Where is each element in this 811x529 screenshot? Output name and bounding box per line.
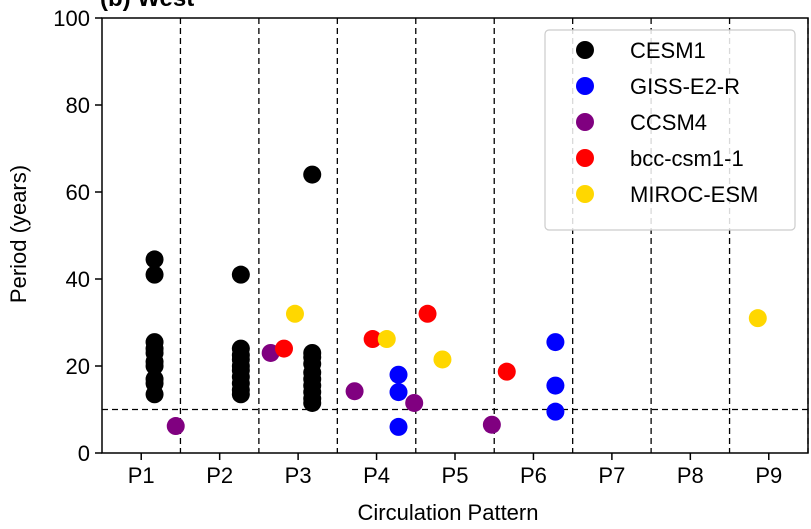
point-cesm1 <box>231 265 250 284</box>
point-giss-e2-r <box>389 417 408 436</box>
point-cesm1 <box>145 250 164 269</box>
point-bcc-csm1-1 <box>274 339 293 358</box>
y-tick-label: 0 <box>78 441 90 466</box>
x-tick-label: P1 <box>128 463 155 488</box>
point-cesm1 <box>303 343 322 362</box>
point-miroc-esm <box>285 304 304 323</box>
axes-frame <box>101 17 809 454</box>
x-tick-label: P8 <box>677 463 704 488</box>
legend-label-miroc-esm: MIROC-ESM <box>630 182 758 207</box>
point-miroc-esm <box>748 309 767 328</box>
y-tick-label: 80 <box>66 93 90 118</box>
point-giss-e2-r <box>389 365 408 384</box>
y-tick-label: 40 <box>66 267 90 292</box>
legend-label-cesm1: CESM1 <box>630 38 706 63</box>
point-giss-e2-r <box>546 333 565 352</box>
point-giss-e2-r <box>389 383 408 402</box>
x-tick-label: P6 <box>520 463 547 488</box>
point-cesm1 <box>303 165 322 184</box>
legend-marker-cesm1 <box>576 41 594 59</box>
point-miroc-esm <box>377 330 396 349</box>
point-giss-e2-r <box>546 402 565 421</box>
y-tick-label: 60 <box>66 180 90 205</box>
x-tick-label: P9 <box>755 463 782 488</box>
point-cesm1 <box>145 370 164 389</box>
point-miroc-esm <box>433 350 452 369</box>
legend-marker-ccsm4 <box>576 113 594 131</box>
legend-label-bcc-csm1-1: bcc-csm1-1 <box>630 146 744 171</box>
legend-marker-bcc-csm1-1 <box>576 149 594 167</box>
point-ccsm4 <box>345 382 364 401</box>
y-axis-label: Period (years) <box>6 165 31 303</box>
y-tick-label: 20 <box>66 354 90 379</box>
x-tick-label: P4 <box>363 463 390 488</box>
point-bcc-csm1-1 <box>363 330 382 349</box>
x-tick-label: P3 <box>285 463 312 488</box>
x-axis-label: Circulation Pattern <box>358 500 539 525</box>
point-cesm1 <box>231 339 250 358</box>
legend-marker-giss-e2-r <box>576 77 594 95</box>
point-cesm1 <box>145 265 164 284</box>
point-cesm1 <box>145 333 164 352</box>
legend-box <box>544 29 796 231</box>
legend-label-giss-e2-r: GISS-E2-R <box>630 74 740 99</box>
x-tick-label: P5 <box>442 463 469 488</box>
point-ccsm4 <box>405 393 424 412</box>
point-bcc-csm1-1 <box>418 304 437 323</box>
legend-label-ccsm4: CCSM4 <box>630 110 707 135</box>
point-giss-e2-r <box>546 376 565 395</box>
point-bcc-csm1-1 <box>497 362 516 381</box>
x-tick-label: P2 <box>206 463 233 488</box>
legend-marker-miroc-esm <box>576 185 594 203</box>
point-ccsm4 <box>482 415 501 434</box>
plot-area: 0 20 40 60 80 100 P1 P2 P3 P4 P5 P6 P7 P8 P9 CESM1 GISS-… <box>53 6 809 488</box>
point-ccsm4 <box>166 417 185 436</box>
x-tick-label: P7 <box>598 463 625 488</box>
y-tick-label: 100 <box>53 6 90 31</box>
chart-title: (b) West <box>100 0 194 12</box>
